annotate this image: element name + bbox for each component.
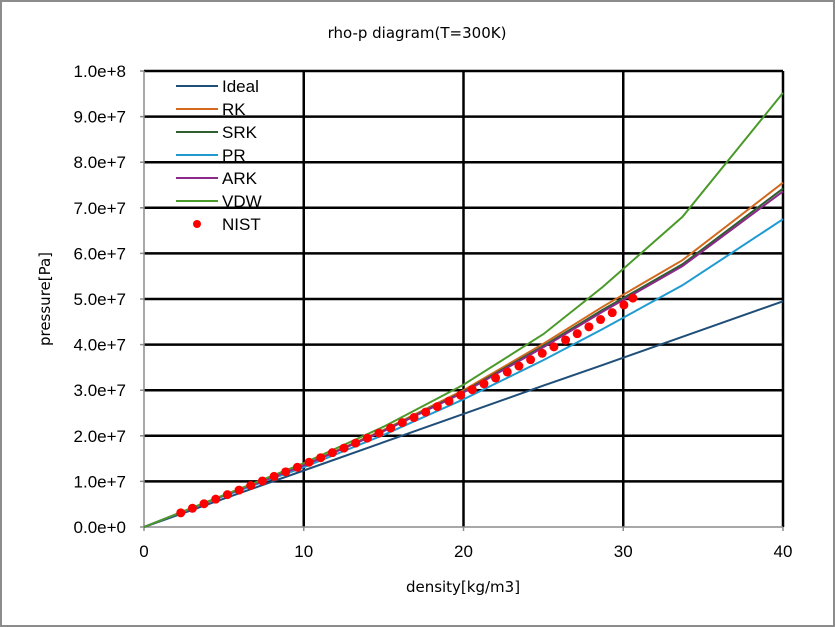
x-tick-label: 10 — [294, 542, 313, 561]
y-tick-label: 6.0e+7 — [74, 244, 126, 263]
x-tick-label: 40 — [774, 542, 793, 561]
legend: Ideal RK SRK PR ARK VDW NIST — [176, 77, 262, 234]
data-point-nist — [619, 300, 629, 310]
x-tick-label: 20 — [454, 542, 473, 561]
gridlines — [144, 69, 785, 527]
data-point-nist — [257, 476, 267, 486]
data-point-nist — [421, 407, 431, 417]
data-point-nist — [409, 413, 419, 423]
data-point-nist — [292, 462, 302, 472]
legend-label-ideal: Ideal — [222, 77, 259, 96]
legend-label-pr: PR — [222, 146, 246, 165]
y-tick-label: 0.0e+0 — [74, 518, 126, 537]
data-point-nist — [514, 361, 524, 371]
x-axis-label: density[kg/m3] — [406, 578, 520, 596]
data-point-nist — [397, 418, 407, 428]
legend-label-srk: SRK — [222, 123, 258, 142]
data-point-nist — [584, 322, 594, 332]
legend-label-ark: ARK — [222, 169, 258, 188]
y-tick-label: 9.0e+7 — [74, 108, 126, 127]
data-point-nist — [561, 335, 571, 345]
chart-title: rho-p diagram(T=300K) — [328, 24, 507, 42]
y-tick-label: 8.0e+7 — [74, 153, 126, 172]
data-point-nist — [444, 396, 454, 406]
data-point-nist — [327, 448, 337, 458]
x-tick-label: 0 — [139, 542, 148, 561]
y-tick-label: 7.0e+7 — [74, 199, 126, 218]
data-point-nist — [187, 503, 197, 513]
legend-label-rk: RK — [222, 100, 246, 119]
data-point-nist — [607, 308, 617, 318]
axes — [140, 70, 784, 531]
data-point-nist — [432, 402, 442, 412]
y-tick-label: 1.0e+8 — [74, 62, 126, 81]
y-tick-label: 4.0e+7 — [74, 336, 126, 355]
data-point-nist — [596, 315, 606, 325]
data-point-nist — [339, 443, 349, 453]
data-point-nist — [281, 467, 291, 477]
data-point-nist — [491, 373, 501, 383]
legend-swatch-nist — [193, 220, 201, 228]
data-point-nist — [316, 453, 326, 463]
data-point-nist — [572, 329, 582, 339]
x-tick-label: 30 — [614, 542, 633, 561]
data-point-nist — [467, 385, 477, 395]
data-point-nist — [628, 293, 638, 303]
data-point-nist — [269, 471, 279, 481]
y-tick-label: 3.0e+7 — [74, 381, 126, 400]
data-point-nist — [479, 379, 489, 389]
x-tick-labels: 0 10 20 30 40 — [139, 542, 792, 561]
data-point-nist — [549, 342, 559, 352]
data-point-nist — [246, 481, 256, 491]
data-point-nist — [456, 390, 466, 400]
data-point-nist — [176, 508, 186, 518]
data-point-nist — [234, 485, 244, 495]
y-tick-label: 2.0e+7 — [74, 427, 126, 446]
series-group — [143, 92, 784, 528]
data-point-nist — [222, 490, 232, 500]
data-point-nist — [211, 494, 221, 504]
data-point-nist — [502, 367, 512, 377]
data-point-nist — [526, 355, 536, 365]
y-axis-label: pressure[Pa] — [36, 252, 54, 346]
data-point-nist — [537, 348, 547, 358]
data-point-nist — [304, 457, 314, 467]
data-point-nist — [374, 428, 384, 438]
legend-label-nist: NIST — [222, 215, 261, 234]
data-point-nist — [362, 433, 372, 443]
legend-label-vdw: VDW — [222, 192, 262, 211]
data-point-nist — [351, 438, 361, 448]
y-tick-label: 1.0e+7 — [74, 472, 126, 491]
y-tick-labels: 0.0e+0 1.0e+7 2.0e+7 3.0e+7 4.0e+7 5.0e+7 6.0e… — [74, 62, 126, 537]
y-tick-label: 5.0e+7 — [74, 290, 126, 309]
data-point-nist — [199, 499, 209, 509]
data-point-nist — [386, 423, 396, 433]
